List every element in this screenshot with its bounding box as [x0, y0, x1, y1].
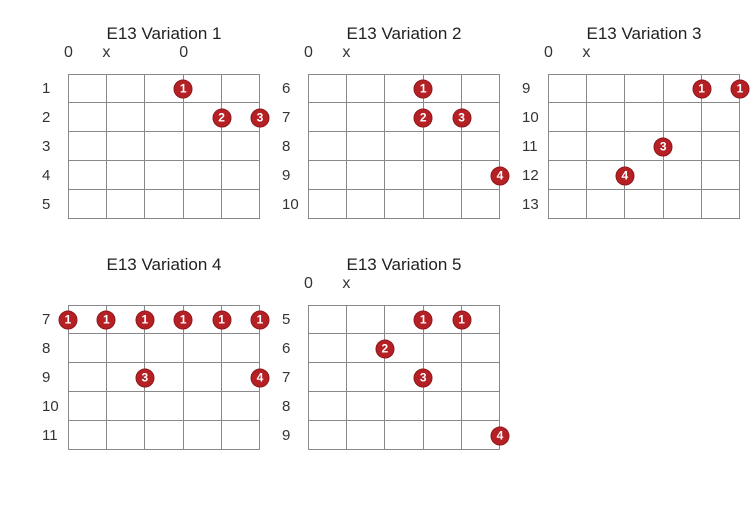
finger-dot: 1	[97, 310, 116, 329]
open-string-marker: 0	[544, 44, 553, 62]
fretboard: 5678911234	[280, 305, 500, 450]
fret-grid: 11111134	[68, 305, 260, 450]
fret-number: 3	[40, 132, 68, 161]
muted-string-marker: x	[342, 44, 350, 62]
fretboard: 6789101234	[280, 74, 500, 219]
string-header-row	[520, 54, 740, 72]
fret-labels: 910111213	[520, 74, 548, 219]
muted-string-marker: x	[342, 275, 350, 293]
finger-dot: 1	[731, 79, 750, 98]
fret-grid: 123	[68, 74, 260, 219]
fret-number: 10	[40, 392, 68, 421]
open-string-marker: 0	[179, 44, 188, 62]
fret-grid: 1234	[308, 74, 500, 219]
fret-number: 9	[40, 363, 68, 392]
fret-grid: 1134	[548, 74, 740, 219]
fret-labels: 678910	[280, 74, 308, 219]
finger-dot: 3	[251, 108, 270, 127]
fret-number: 1	[40, 74, 68, 103]
fret-number: 8	[280, 132, 308, 161]
chord-diagram: E13 Variation 556789112340x	[280, 255, 500, 450]
finger-dot: 3	[654, 137, 673, 156]
chord-title: E13 Variation 5	[280, 255, 500, 275]
fret-number: 9	[280, 161, 308, 190]
finger-dot: 3	[414, 368, 433, 387]
chord-diagram: E13 Variation 267891012340x	[280, 24, 500, 219]
fret-grid: 11234	[308, 305, 500, 450]
fret-number: 12	[520, 161, 548, 190]
finger-dot: 1	[251, 310, 270, 329]
finger-dot: 2	[212, 108, 231, 127]
finger-dot: 1	[452, 310, 471, 329]
open-string-marker: 0	[64, 44, 73, 62]
open-string-marker: 0	[304, 275, 313, 293]
finger-dot: 1	[414, 310, 433, 329]
fret-number: 8	[40, 334, 68, 363]
muted-string-marker: x	[582, 44, 590, 62]
fret-number: 10	[280, 190, 308, 219]
finger-dot: 2	[375, 339, 394, 358]
fret-number: 11	[40, 421, 68, 450]
fret-number: 6	[280, 334, 308, 363]
fret-number: 11	[520, 132, 548, 161]
chord-diagram: E13 Variation 1123451230x0	[40, 24, 260, 219]
finger-dot: 1	[414, 79, 433, 98]
finger-dot: 3	[452, 108, 471, 127]
finger-dot: 4	[491, 426, 510, 445]
fret-number: 5	[40, 190, 68, 219]
fret-number: 5	[280, 305, 308, 334]
chord-diagram: E13 Variation 4789101111111134	[40, 255, 260, 450]
fretboard: 12345123	[40, 74, 260, 219]
fret-number: 9	[520, 74, 548, 103]
fret-number: 6	[280, 74, 308, 103]
string-header-row	[40, 54, 260, 72]
fret-number: 10	[520, 103, 548, 132]
fret-labels: 56789	[280, 305, 308, 450]
finger-dot: 1	[135, 310, 154, 329]
string-header-row	[280, 285, 500, 303]
fret-number: 7	[280, 103, 308, 132]
fret-number: 7	[280, 363, 308, 392]
fret-number: 4	[40, 161, 68, 190]
finger-dot: 1	[174, 79, 193, 98]
open-string-marker: 0	[304, 44, 313, 62]
fret-number: 2	[40, 103, 68, 132]
finger-dot: 4	[251, 368, 270, 387]
fret-labels: 12345	[40, 74, 68, 219]
fret-number: 9	[280, 421, 308, 450]
string-header-row	[280, 54, 500, 72]
finger-dot: 1	[692, 79, 711, 98]
chord-title: E13 Variation 3	[520, 24, 740, 44]
chord-title: E13 Variation 4	[40, 255, 260, 275]
fret-number: 8	[280, 392, 308, 421]
fretboard: 9101112131134	[520, 74, 740, 219]
string-header-row	[40, 285, 260, 303]
finger-dot: 2	[414, 108, 433, 127]
muted-string-marker: x	[102, 44, 110, 62]
chord-title: E13 Variation 2	[280, 24, 500, 44]
finger-dot: 3	[135, 368, 154, 387]
chord-diagram: E13 Variation 391011121311340x	[520, 24, 740, 219]
finger-dot: 1	[59, 310, 78, 329]
finger-dot: 4	[615, 166, 634, 185]
fretboard: 789101111111134	[40, 305, 260, 450]
chord-title: E13 Variation 1	[40, 24, 260, 44]
fret-number: 13	[520, 190, 548, 219]
finger-dot: 1	[212, 310, 231, 329]
finger-dot: 4	[491, 166, 510, 185]
finger-dot: 1	[174, 310, 193, 329]
